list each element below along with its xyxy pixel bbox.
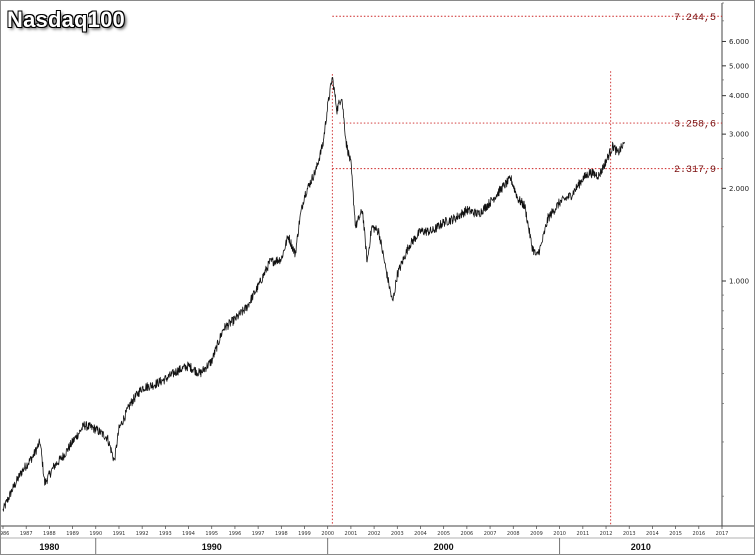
tick-labels-layer: 6.000 5.000 4.000 3.000 2.000 1.000 1986 1987 19…	[1, 13, 749, 552]
chart-title: Nasdaq100	[7, 7, 125, 32]
x-tick-label: 2017	[716, 531, 729, 537]
y-tick-label: 6.000	[729, 38, 749, 46]
x-tick-label: 2007	[484, 531, 497, 537]
x-tick-label: 2001	[345, 531, 358, 537]
price-series-layer	[2, 77, 625, 512]
reference-markers	[331, 15, 722, 526]
y-tick-label: 5.000	[729, 62, 749, 70]
x-tick-label: 2004	[414, 531, 427, 537]
x-tick-label: 1987	[20, 531, 33, 537]
x-tick-label: 1988	[43, 531, 56, 537]
x-tick-label: 2009	[530, 531, 543, 537]
x-tick-label: 2006	[461, 531, 474, 537]
decade-label: 1990	[202, 542, 222, 552]
x-tick-label: 2012	[600, 531, 613, 537]
reference-label: 2.317,9	[674, 165, 716, 176]
x-tick-label: 2013	[623, 531, 636, 537]
reference-label: 3.258,6	[674, 120, 716, 131]
x-tick-label: 2008	[507, 531, 520, 537]
x-tick-label: 2015	[669, 531, 682, 537]
x-tick-label: 1997	[252, 531, 265, 537]
x-tick-label: 1993	[159, 531, 172, 537]
x-tick-label: 2010	[553, 531, 566, 537]
decade-label: 2000	[434, 542, 454, 552]
x-tick-label: 2003	[391, 531, 404, 537]
reference-label: 7.244,5	[674, 13, 716, 24]
x-tick-label: 2016	[692, 531, 705, 537]
x-tick-label: 2005	[437, 531, 450, 537]
x-tick-label: 1992	[136, 531, 149, 537]
x-tick-label: 1989	[66, 531, 79, 537]
x-tick-label: 1990	[89, 531, 102, 537]
x-tick-label: 1998	[275, 531, 288, 537]
x-tick-label: 2011	[576, 531, 589, 537]
x-tick-label: 1986	[1, 531, 9, 537]
y-tick-label: 2.000	[729, 185, 749, 193]
y-tick-label: 3.000	[729, 131, 749, 139]
x-tick-label: 2000	[321, 531, 334, 537]
decade-label: 1980	[39, 542, 59, 552]
y-tick-label: 1.000	[729, 278, 749, 286]
x-tick-label: 1996	[229, 531, 242, 537]
x-tick-label: 1991	[113, 531, 126, 537]
decade-label: 2010	[631, 542, 651, 552]
x-tick-label: 1994	[182, 531, 195, 537]
price-line	[2, 77, 625, 512]
x-tick-label: 1999	[298, 531, 311, 537]
x-tick-label: 1995	[205, 531, 218, 537]
y-tick-label: 4.000	[729, 92, 749, 100]
x-tick-label: 2002	[368, 531, 381, 537]
x-tick-label: 2014	[646, 531, 659, 537]
